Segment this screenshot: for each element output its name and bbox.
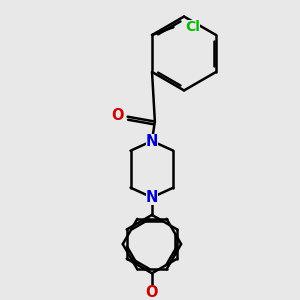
Text: N: N [146, 190, 158, 205]
Text: Cl: Cl [185, 20, 200, 34]
Text: N: N [146, 134, 158, 148]
Text: O: O [112, 108, 124, 123]
Text: O: O [146, 285, 158, 300]
